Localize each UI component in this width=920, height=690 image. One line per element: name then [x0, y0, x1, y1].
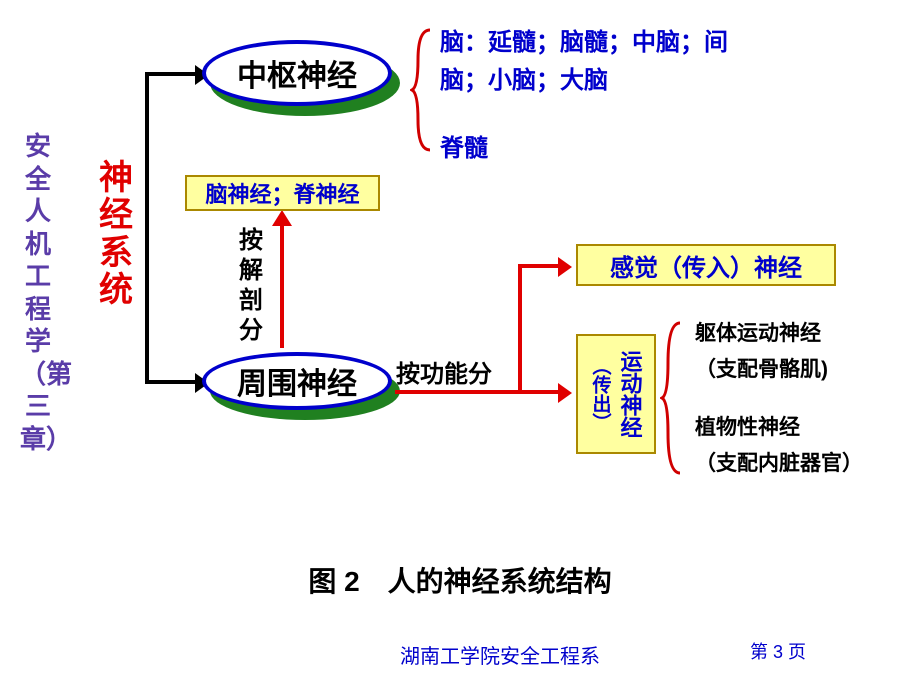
function-split-label: 按功能分 — [396, 354, 492, 389]
footer-page: 第 3 页 — [750, 638, 806, 664]
root-bracket-v — [145, 72, 149, 382]
brain-desc: 脑：延髓；脑髓；中脑；间 脑；小脑；大脑 — [440, 24, 728, 101]
box-sensory: 感觉（传入）神经 — [576, 244, 836, 286]
motor-paren: （传出） — [587, 356, 614, 432]
figure-caption: 图 2 人的神经系统结构 — [0, 560, 920, 600]
box-motor: （传出） 运动神经 — [576, 334, 656, 454]
func-v — [518, 264, 522, 394]
anatomy-arrow-head — [272, 210, 292, 226]
brain-desc-l2: 脑；小脑；大脑 — [440, 62, 728, 100]
footer-org: 湖南工学院安全工程系 — [400, 640, 600, 669]
ellipse-bottom: 周围神经 — [202, 352, 392, 410]
func-h-top — [518, 264, 558, 268]
brain-desc-l1: 脑：延髓；脑髓；中脑；间 — [440, 24, 728, 62]
anatomy-arrow-line — [280, 222, 284, 348]
root-bracket-top — [145, 72, 195, 76]
ellipse-top: 中枢神经 — [202, 40, 392, 106]
motor-sub1: 躯体运动神经 （支配骨骼肌) — [695, 316, 828, 387]
motor-sub2: 植物性神经 （支配内脏器官） — [695, 410, 863, 481]
slide: 安全人机工程学（第三章） 神经系统 中枢神经 周围神经 脑：延髓；脑髓；中脑；间… — [0, 0, 920, 690]
motor-sub1-l2: （支配骨骼肌) — [695, 352, 828, 388]
func-h-bottom — [518, 390, 558, 394]
motor-sub1-l1: 躯体运动神经 — [695, 316, 828, 352]
spinal-label: 脊髓 — [440, 130, 488, 168]
box-anatomy: 脑神经；脊神经 — [185, 175, 380, 211]
motor-main: 运动神经 — [614, 350, 646, 438]
sidebar-title: 安全人机工程学（第三章） — [20, 130, 56, 455]
anatomy-split-label: 按解剖分 — [237, 226, 265, 346]
motor-sub2-l1: 植物性神经 — [695, 410, 863, 446]
root-bracket-bottom — [145, 380, 195, 384]
motor-sub2-l2: （支配内脏器官） — [695, 446, 863, 482]
root-label: 神经系统 — [96, 160, 136, 310]
func-arrow-bottom — [558, 383, 572, 403]
func-arrow-top — [558, 257, 572, 277]
func-h1 — [395, 390, 520, 394]
brace-motor — [660, 318, 690, 478]
brace-top — [410, 25, 440, 155]
